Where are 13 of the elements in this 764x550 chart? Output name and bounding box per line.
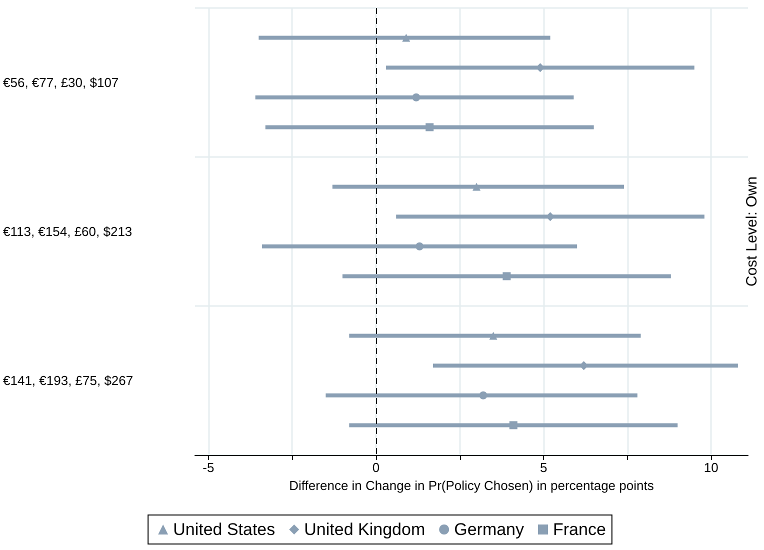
legend-label: United Kingdom <box>304 520 426 539</box>
x-tick-label: 5 <box>540 460 548 475</box>
annotation: Cost Level: Own <box>744 176 760 287</box>
y-tick-label: €113, €154, £60, $213 <box>3 224 132 239</box>
legend-label: United States <box>173 520 276 539</box>
x-tick-label: -5 <box>202 460 214 475</box>
x-tick-label: 0 <box>372 460 380 475</box>
legend-label: France <box>553 520 606 539</box>
y-tick-label: €56, €77, £30, $107 <box>3 75 119 90</box>
legend-label: Germany <box>454 520 525 539</box>
x-axis-title: Difference in Change in Pr(Policy Chosen) in percentage points <box>289 478 654 493</box>
x-tick-label: 10 <box>704 460 718 475</box>
y-tick-label: €141, €193, £75, $267 <box>3 373 134 388</box>
